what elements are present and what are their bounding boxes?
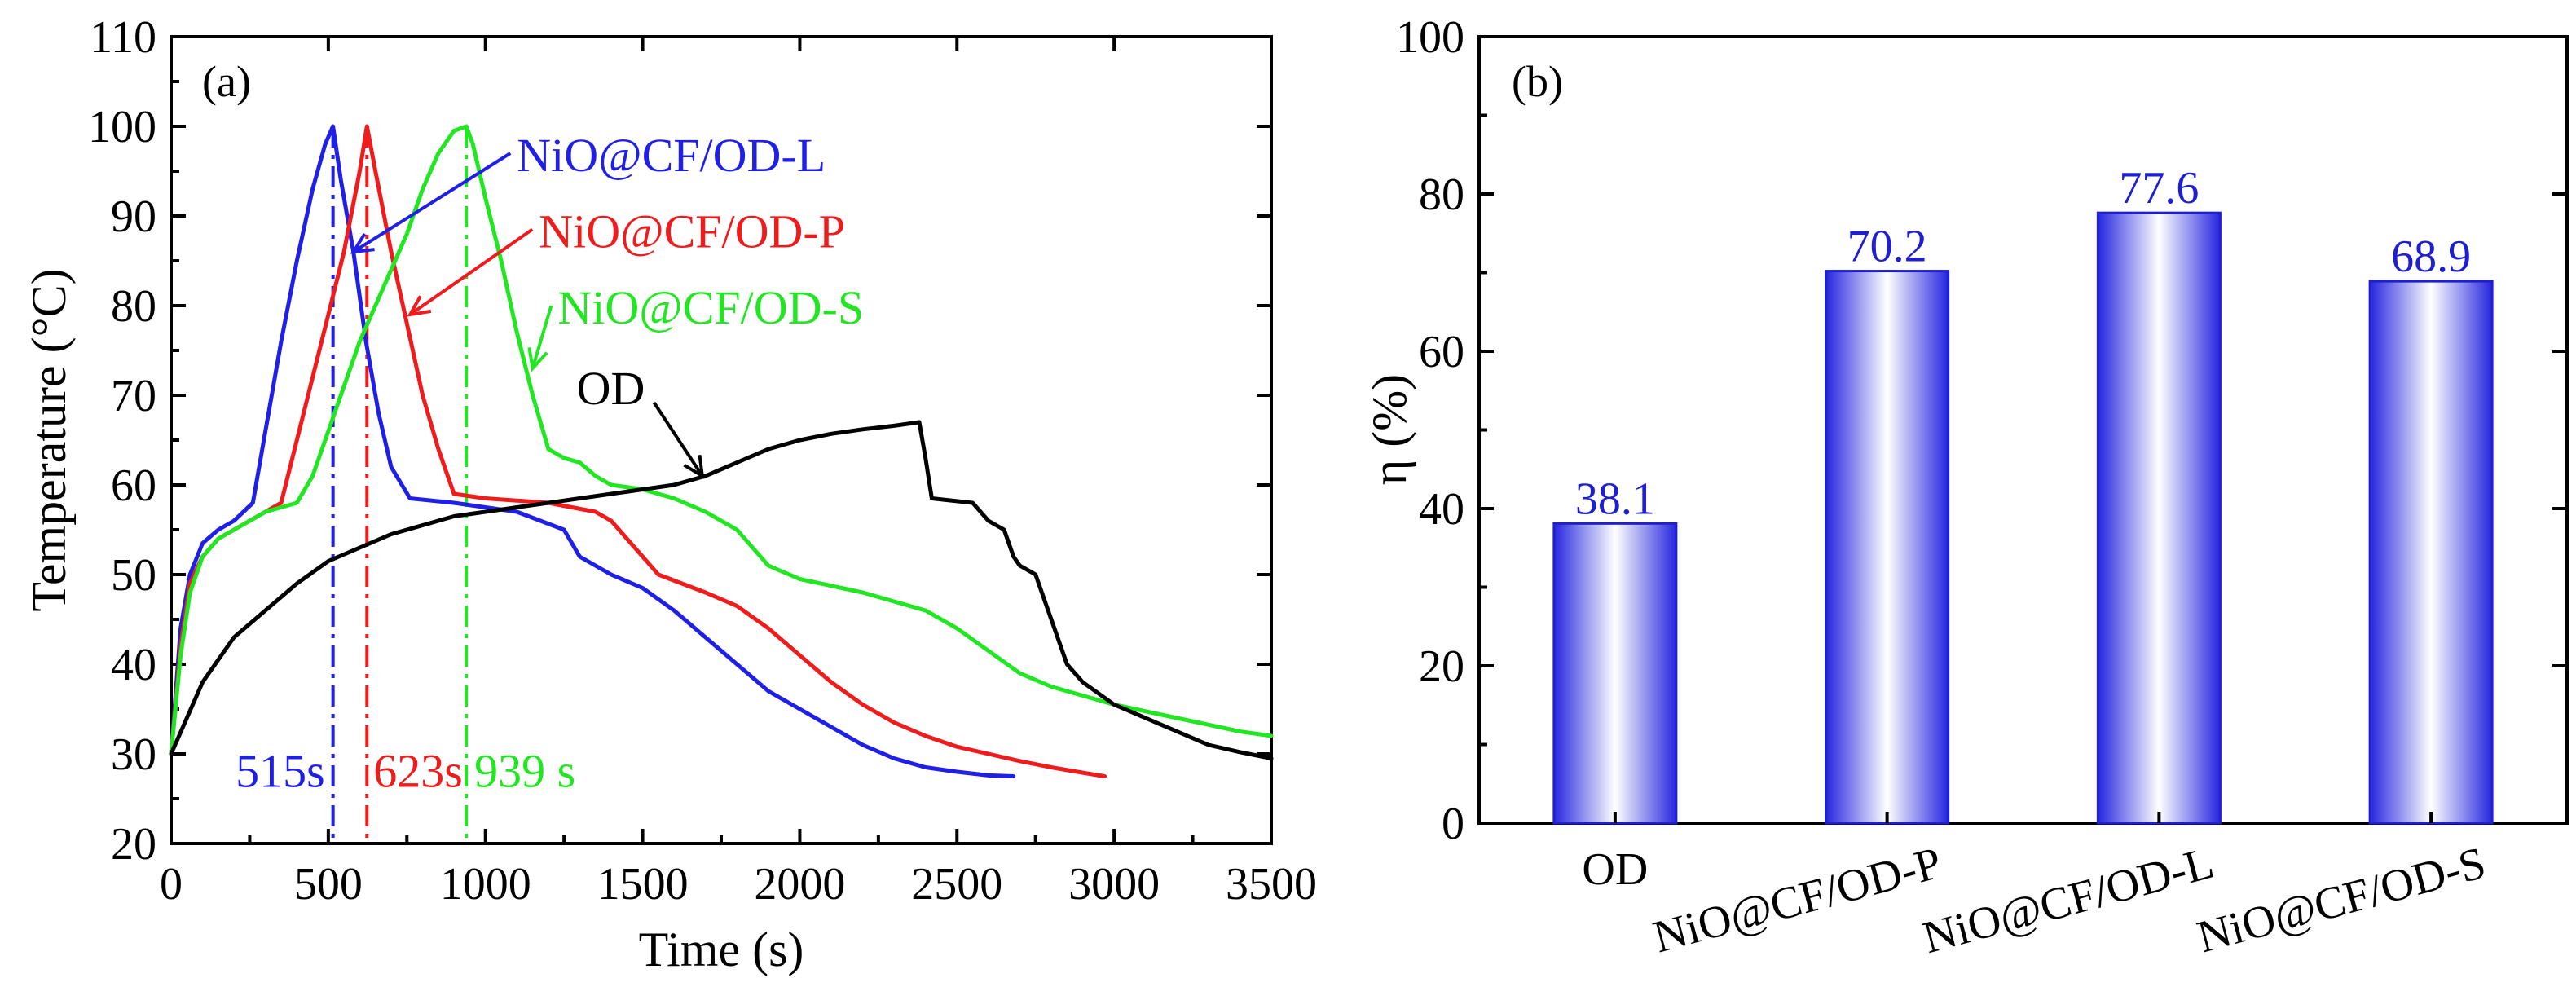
panel-a-x-tick-label: 2000 bbox=[754, 859, 845, 910]
panel-a-annotations: NiO@CF/OD-L NiO@CF/OD-P NiO@CF/OD-S OD bbox=[350, 129, 864, 479]
annotation-nio-cf-od-l: NiO@CF/OD-L bbox=[517, 129, 826, 182]
annotation-arrow-nio-cf-od-l bbox=[352, 152, 512, 253]
panel-a-y-tick-label: 90 bbox=[111, 192, 156, 242]
panel-a-x-tick-label: 500 bbox=[294, 859, 363, 910]
panel-a-x-tick-label: 1000 bbox=[440, 859, 531, 910]
bar-nio-cf-od-l bbox=[2096, 211, 2222, 825]
panel-b-y-axis: 0 20 40 60 80 100 bbox=[1396, 12, 2567, 849]
marker-label-939s: 939 s bbox=[474, 745, 575, 798]
panel-a-y-tick-label: 50 bbox=[111, 550, 156, 601]
panel-b-y-tick-label: 20 bbox=[1419, 641, 1464, 692]
panel-a-x-axis-title: Time (s) bbox=[639, 923, 804, 976]
annotation-nio-cf-od-p: NiO@CF/OD-P bbox=[539, 205, 845, 258]
annotation-arrowhead-nio-cf-od-p bbox=[407, 295, 432, 317]
panel-a-y-tick-label: 100 bbox=[88, 102, 156, 152]
bar-value-label-od: 38.1 bbox=[1575, 474, 1655, 524]
annotation-arrow-nio-cf-od-s bbox=[531, 305, 553, 369]
marker-label-623s: 623s bbox=[373, 745, 463, 798]
bar-nio-cf-od-p bbox=[1825, 270, 1950, 825]
panel-b-y-axis-title: η (%) bbox=[1363, 374, 1416, 485]
annotation-arrow-od bbox=[652, 401, 704, 478]
category-label-nio-cf-od-s: NiO@CF/OD-S bbox=[2192, 838, 2490, 963]
panel-b-y-tick-label: 0 bbox=[1442, 799, 1464, 849]
bar-value-label-nio-cf-od-p: 70.2 bbox=[1847, 222, 1927, 272]
panel-a-y-tick-label: 70 bbox=[111, 371, 156, 421]
marker-label-515s: 515s bbox=[236, 745, 325, 798]
panel-a-marker-lines: 515s 623s 939 s bbox=[236, 126, 575, 844]
bar-value-label-nio-cf-od-s: 68.9 bbox=[2391, 231, 2471, 282]
panel-a-x-tick-label: 0 bbox=[160, 859, 183, 910]
panel-a-x-tick-label: 3500 bbox=[1226, 859, 1317, 910]
panel-a-y-axis: 20 30 40 50 60 70 80 90 100 110 bbox=[88, 12, 1271, 870]
panel-a-x-axis: 0 500 1000 1500 2000 2500 3000 3500 bbox=[160, 37, 1317, 910]
panel-a-label: (a) bbox=[202, 57, 251, 106]
bar-nio-cf-od-s bbox=[2368, 280, 2494, 825]
panel-b-y-tick-label: 100 bbox=[1396, 12, 1464, 63]
annotation-arrowhead-nio-cf-od-l bbox=[350, 232, 375, 254]
panel-a-y-tick-label: 30 bbox=[111, 729, 156, 780]
panel-b-y-tick-label: 40 bbox=[1419, 484, 1464, 535]
annotation-arrowhead-od bbox=[683, 454, 705, 479]
panel-b-bars: 38.1 70.2 77.6 68.9 bbox=[1552, 163, 2494, 825]
panel-a-y-tick-label: 40 bbox=[111, 640, 156, 690]
series-nio-cf-od-s bbox=[169, 124, 1274, 756]
annotation-od: OD bbox=[577, 362, 645, 415]
panel-a-y-tick-label: 20 bbox=[111, 819, 156, 870]
category-label-nio-cf-od-p: NiO@CF/OD-P bbox=[1649, 838, 1947, 963]
panel-b-y-tick-label: 80 bbox=[1419, 170, 1464, 220]
panel-a-y-tick-label: 60 bbox=[111, 460, 156, 511]
annotation-nio-cf-od-s: NiO@CF/OD-S bbox=[557, 281, 864, 334]
series-od bbox=[169, 420, 1274, 760]
bar-od bbox=[1552, 522, 1678, 825]
panel-b-y-tick-label: 60 bbox=[1419, 327, 1464, 377]
series-nio-cf-od-l bbox=[169, 124, 1016, 778]
panel-a-y-axis-title: Temperature (°C) bbox=[22, 268, 76, 611]
panel-a-series bbox=[169, 124, 1274, 778]
panel-a-x-tick-label: 2500 bbox=[911, 859, 1002, 910]
category-label-od: OD bbox=[1582, 844, 1648, 895]
series-nio-cf-od-p bbox=[169, 124, 1107, 778]
annotation-arrowhead-nio-cf-od-s bbox=[527, 347, 548, 372]
panel-b-label: (b) bbox=[1512, 57, 1563, 106]
bar-value-label-nio-cf-od-l: 77.6 bbox=[2119, 163, 2199, 214]
panel-a-x-tick-label: 1500 bbox=[597, 859, 689, 910]
category-label-nio-cf-od-l: NiO@CF/OD-L bbox=[1918, 838, 2218, 964]
annotation-arrow-nio-cf-od-p bbox=[409, 227, 534, 316]
panel-a-x-tick-label: 3000 bbox=[1068, 859, 1160, 910]
panel-a-y-tick-label: 80 bbox=[111, 281, 156, 332]
panel-a-y-tick-label: 110 bbox=[90, 12, 156, 63]
